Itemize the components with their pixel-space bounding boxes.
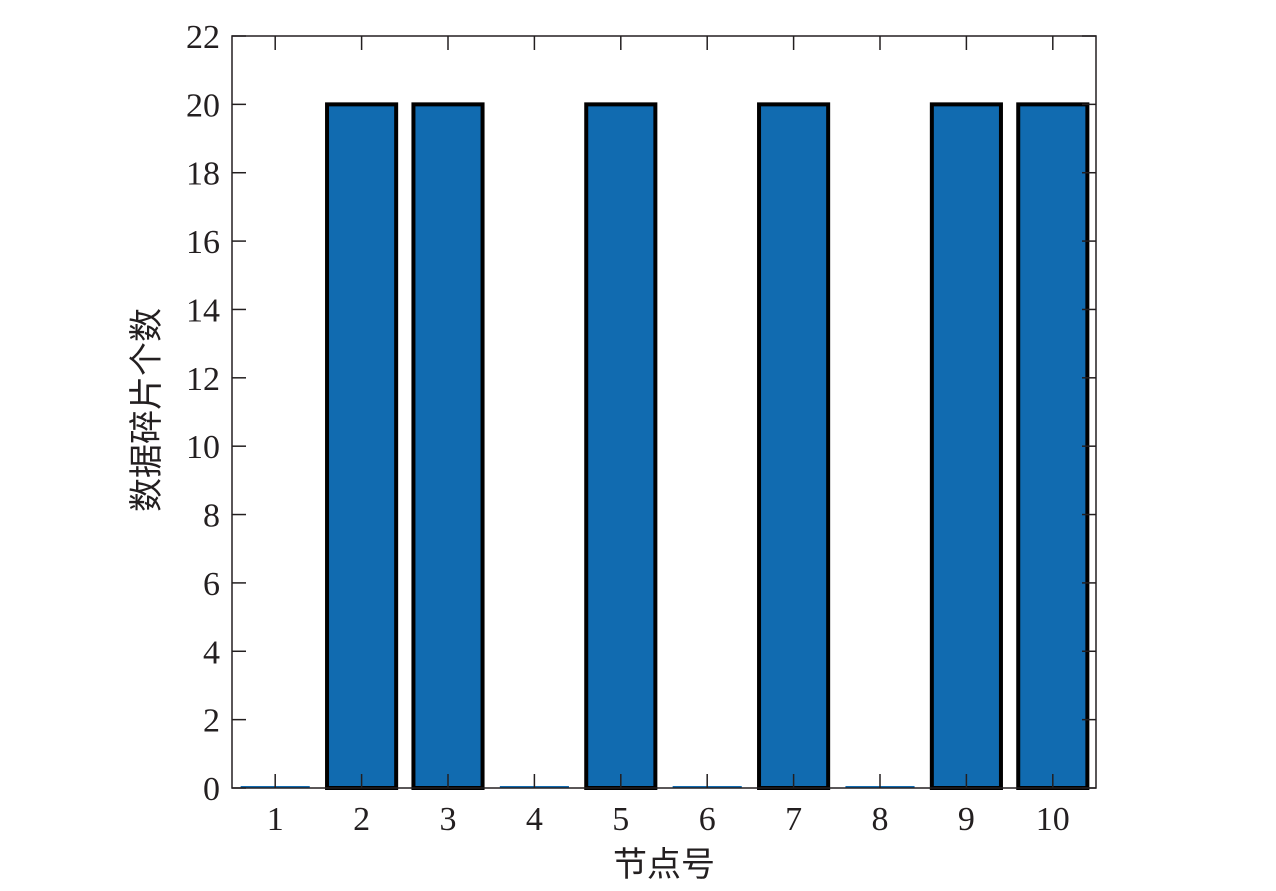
y-axis: 0 2 4 6 8 10 12 14 16 18 20 22 <box>186 19 1096 808</box>
plot-frame <box>231 35 1097 789</box>
bar-5 <box>584 102 658 790</box>
x-tick-label: 8 <box>872 801 889 838</box>
bar-3 <box>411 102 485 790</box>
y-tick-label: 6 <box>203 566 220 603</box>
x-tick-label: 4 <box>526 801 543 838</box>
y-tick-label: 16 <box>186 224 220 261</box>
y-tick-label: 22 <box>186 19 220 56</box>
x-tick-label: 9 <box>958 801 975 838</box>
y-tick-label: 10 <box>186 429 220 466</box>
y-tick-label: 8 <box>203 498 220 535</box>
x-axis: 1 2 3 4 5 6 7 8 9 10 <box>267 36 1070 838</box>
y-tick-label: 0 <box>203 771 220 808</box>
y-tick-label: 20 <box>186 87 220 124</box>
x-tick-label: 10 <box>1036 801 1070 838</box>
x-tick-label: 3 <box>440 801 457 838</box>
bar-10 <box>1016 102 1090 790</box>
bar-group <box>240 102 1090 790</box>
x-tick-label: 7 <box>785 801 802 838</box>
bar-2 <box>325 102 399 790</box>
x-axis-title: 节点号 <box>613 845 715 885</box>
x-tick-label: 2 <box>353 801 370 838</box>
y-tick-label: 12 <box>186 361 220 398</box>
bar-9 <box>929 102 1003 790</box>
y-tick-label: 2 <box>203 703 220 740</box>
y-axis-title: 数据碎片个数 <box>127 308 167 512</box>
y-tick-label: 4 <box>203 634 220 671</box>
x-tick-label: 5 <box>612 801 629 838</box>
y-tick-label: 18 <box>186 156 220 193</box>
x-tick-label: 1 <box>267 801 284 838</box>
y-tick-label: 14 <box>186 292 220 329</box>
x-tick-label: 6 <box>699 801 716 838</box>
bar-7 <box>757 102 831 790</box>
